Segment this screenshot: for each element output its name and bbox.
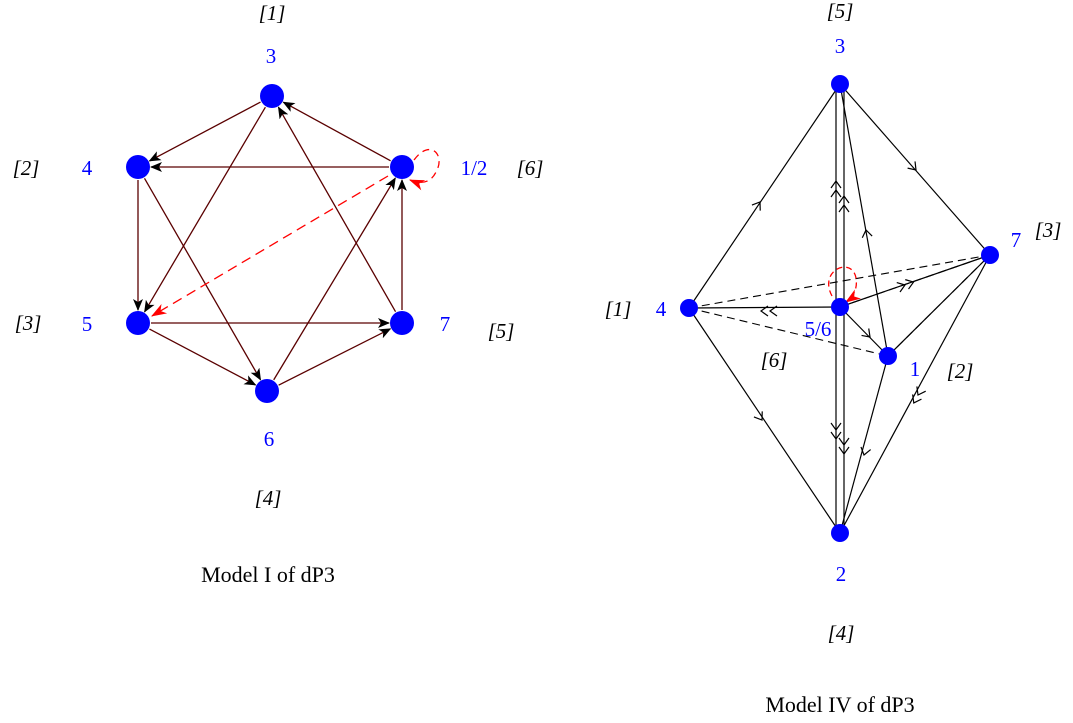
node-7-label: 7 bbox=[440, 312, 451, 336]
node-7-bracket: [5] bbox=[488, 319, 515, 343]
node-2 bbox=[831, 524, 849, 542]
chevron-arrowhead bbox=[830, 431, 842, 441]
chevron-arrowhead bbox=[912, 394, 922, 404]
model1-edges bbox=[133, 101, 407, 386]
chevron-arrowhead bbox=[753, 411, 763, 421]
node-1-label: 1 bbox=[910, 357, 921, 381]
model1-nodes bbox=[126, 84, 414, 403]
edge-n5-n6 bbox=[149, 328, 257, 386]
model4-red-loop bbox=[828, 266, 861, 303]
node-3-label: 3 bbox=[266, 44, 277, 68]
edge-7-2 bbox=[839, 254, 991, 534]
edge-n3-n4 bbox=[148, 101, 261, 162]
chevron-arrowhead bbox=[905, 279, 915, 290]
node-4 bbox=[680, 299, 698, 317]
node-5 bbox=[126, 311, 150, 335]
chevron-arrowhead bbox=[830, 188, 842, 198]
chevron-arrowhead bbox=[838, 203, 850, 213]
node-6-bracket: [4] bbox=[255, 486, 282, 510]
node-1-2-bracket: [6] bbox=[517, 156, 544, 180]
node-6-label: 6 bbox=[264, 427, 275, 451]
edge-n4-n6 bbox=[143, 177, 262, 381]
edge-n7-n3 bbox=[277, 106, 397, 313]
node-4-bracket: [2] bbox=[13, 156, 40, 180]
node-5-bracket: [3] bbox=[15, 311, 42, 335]
node-3-bracket: [1] bbox=[259, 1, 286, 25]
edge-n12-n3 bbox=[282, 101, 391, 162]
node-4-bracket: [1] bbox=[605, 297, 632, 321]
chevron-arrowhead bbox=[861, 328, 871, 338]
edge-56-7 bbox=[839, 254, 991, 308]
edge-56-4 bbox=[688, 306, 841, 309]
edge-3-4 bbox=[688, 83, 841, 309]
node-4-label: 4 bbox=[82, 156, 93, 180]
chevron-arrowhead bbox=[916, 386, 926, 396]
node-4-label: 4 bbox=[656, 297, 667, 321]
node-7 bbox=[390, 311, 414, 335]
model1-diagram: 3 4 1/2 5 7 6 [1] [2] [6] [3] [5] [4] Mo… bbox=[13, 1, 544, 587]
node-3 bbox=[831, 75, 849, 93]
node-2-bracket: [4] bbox=[828, 621, 855, 645]
node-2-label: 2 bbox=[836, 562, 847, 586]
node-3-bracket: [5] bbox=[827, 0, 854, 23]
edge-n6-n12 bbox=[273, 177, 396, 381]
model1-red-loop bbox=[408, 148, 440, 191]
dashed-edge-4-7 bbox=[688, 254, 991, 309]
node-5-6-bracket: [6] bbox=[761, 348, 788, 372]
node-5-6 bbox=[831, 298, 849, 316]
node-3-label: 3 bbox=[835, 34, 846, 58]
chevron-arrowhead bbox=[759, 305, 769, 317]
node-1 bbox=[879, 347, 897, 365]
dashed-edge-4-1 bbox=[688, 307, 889, 357]
edge-n3-n5 bbox=[144, 106, 266, 313]
node-7-bracket: [3] bbox=[1035, 218, 1062, 242]
model4-nodes bbox=[680, 75, 999, 542]
edge-56-1 bbox=[839, 306, 889, 357]
edge-1-2 bbox=[839, 355, 889, 534]
node-1-2 bbox=[390, 155, 414, 179]
model4-solid-edges bbox=[688, 83, 991, 534]
chevron-arrowhead bbox=[830, 179, 842, 189]
chevron-arrowhead bbox=[838, 437, 850, 447]
node-1-2-label: 1/2 bbox=[461, 156, 488, 180]
chevron-arrowhead bbox=[907, 161, 917, 171]
model1-caption: Model I of dP3 bbox=[201, 562, 335, 587]
node-7-label: 7 bbox=[1011, 228, 1022, 252]
node-4 bbox=[126, 155, 150, 179]
edge-n6-n7 bbox=[278, 328, 392, 386]
node-1-bracket: [2] bbox=[947, 359, 974, 383]
edge-4-2 bbox=[688, 307, 841, 534]
chevron-arrowhead bbox=[861, 228, 873, 239]
chevron-arrowhead bbox=[838, 194, 850, 204]
chevron-arrowhead bbox=[838, 446, 850, 456]
chevron-arrowhead bbox=[768, 305, 778, 317]
model4-diagram: 3 7 4 5/6 1 2 [5] [3] [1] [6] [2] [4] Mo… bbox=[605, 0, 1062, 717]
node-5-label: 5 bbox=[82, 312, 93, 336]
node-3 bbox=[260, 84, 284, 108]
chevron-arrowhead bbox=[860, 446, 872, 456]
chevron-arrowhead bbox=[751, 201, 761, 211]
edge-3-1 bbox=[839, 83, 889, 357]
model4-caption: Model IV of dP3 bbox=[765, 692, 914, 717]
edge-7-1 bbox=[887, 254, 991, 357]
chevron-arrowhead bbox=[830, 422, 842, 432]
model1-dashed-red-edge bbox=[151, 175, 389, 317]
node-7 bbox=[981, 246, 999, 264]
node-5-6-label: 5/6 bbox=[805, 317, 832, 341]
chevron-arrowhead bbox=[896, 281, 906, 293]
model4-arrowheads bbox=[751, 161, 926, 456]
node-6 bbox=[255, 379, 279, 403]
